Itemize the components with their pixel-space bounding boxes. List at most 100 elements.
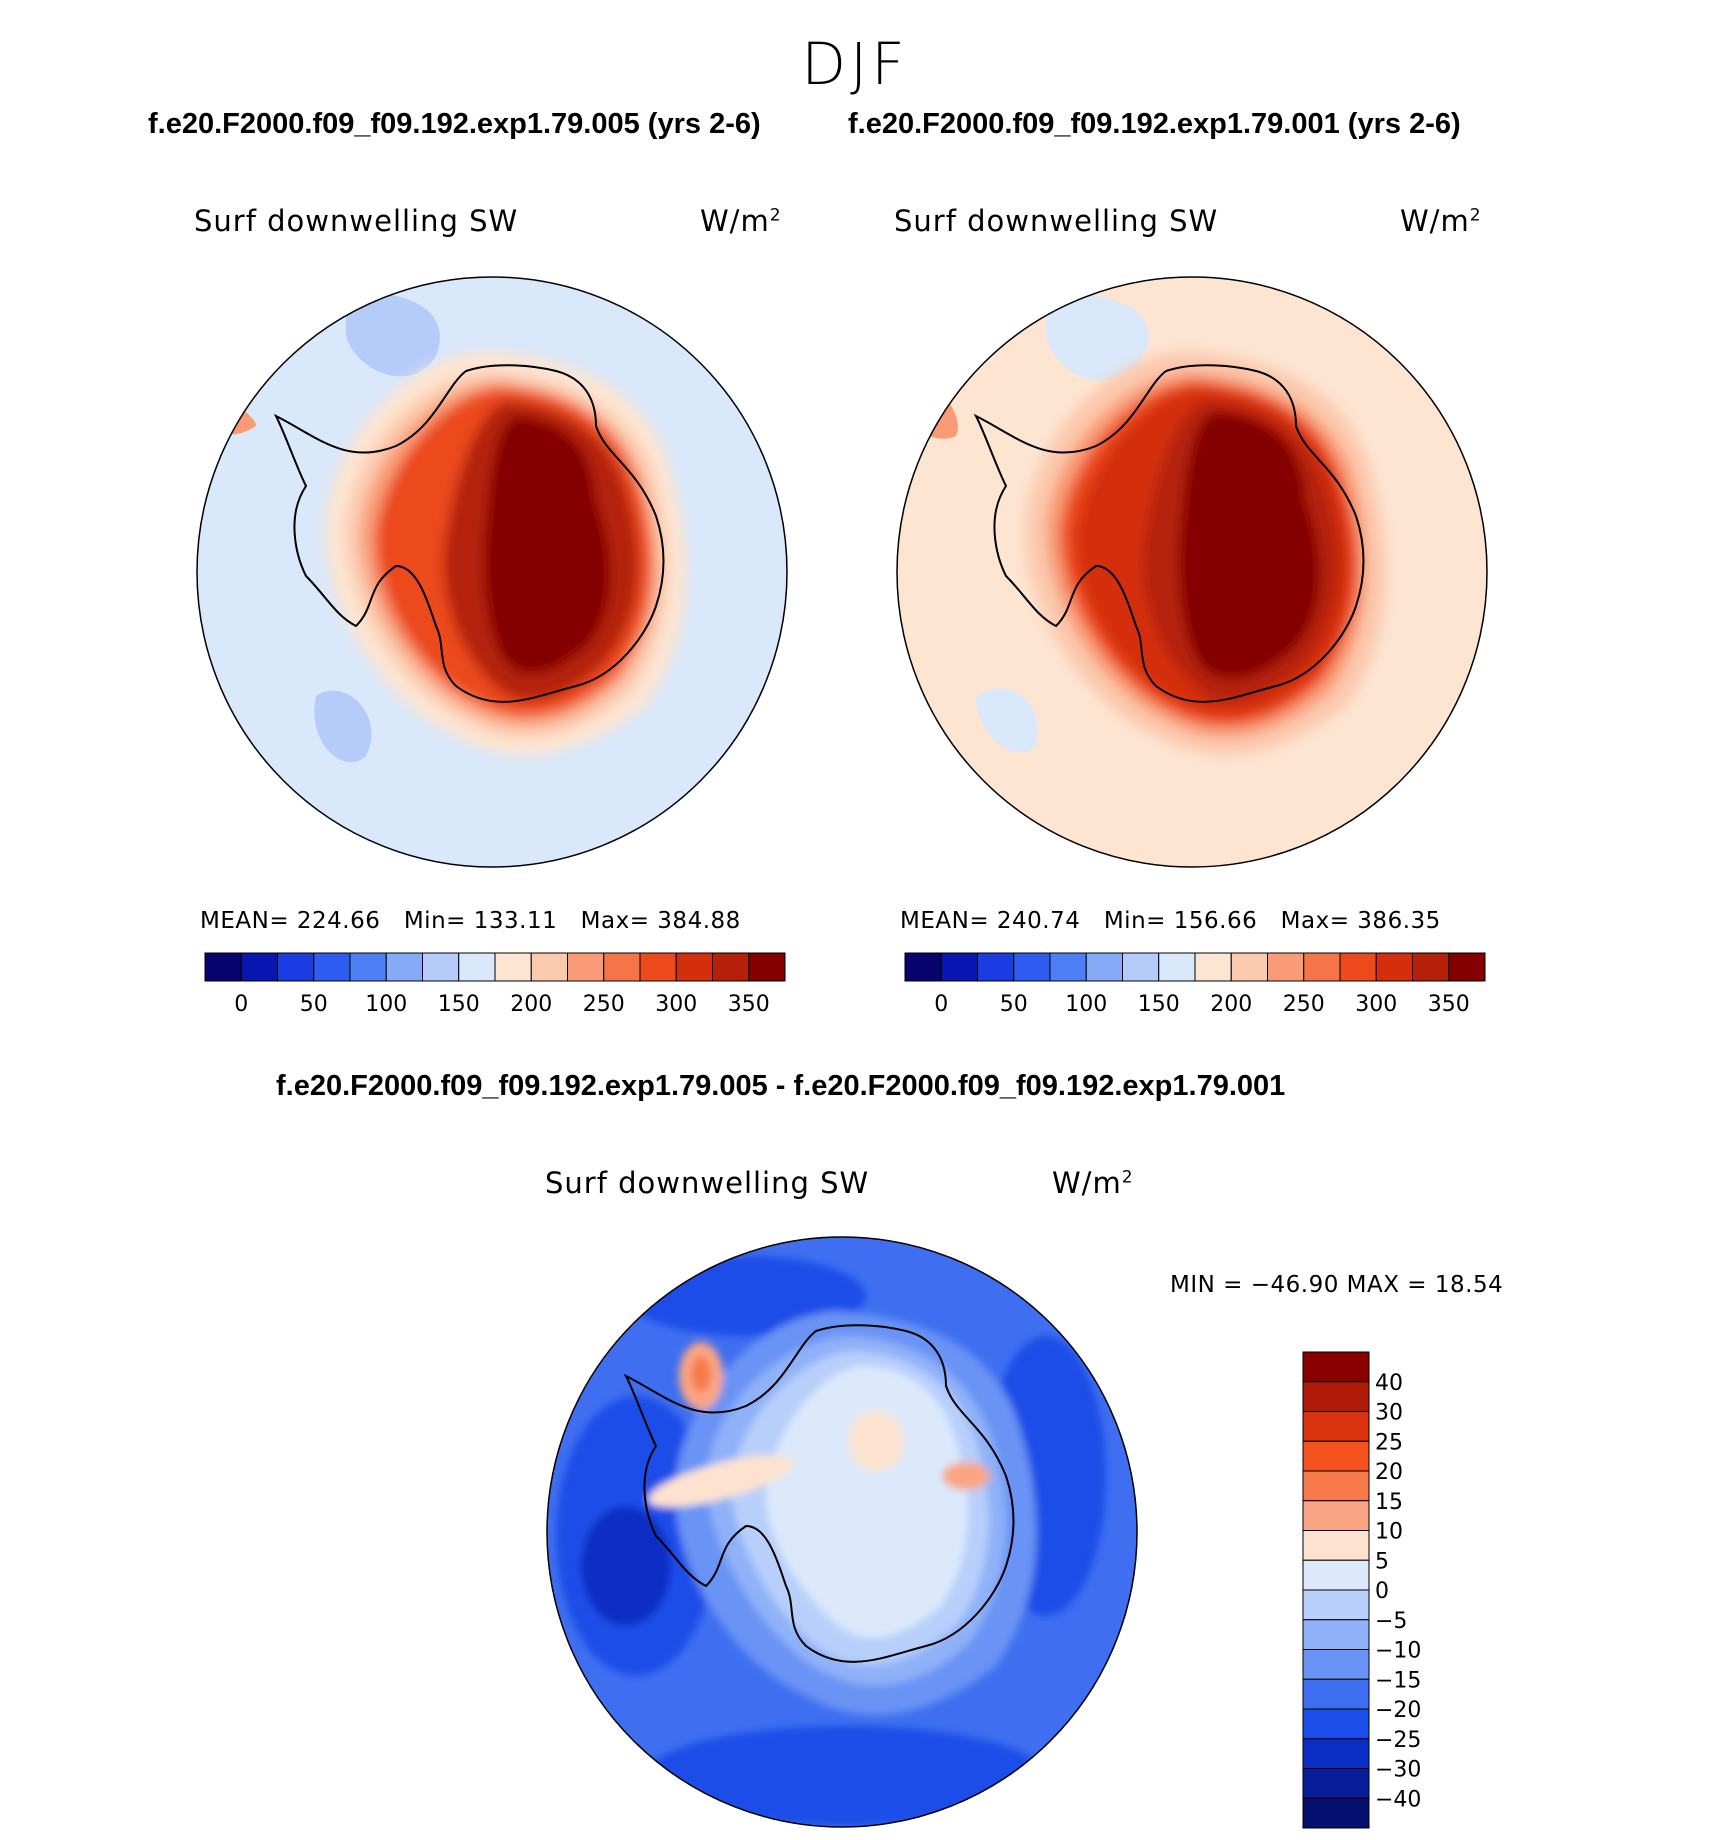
coastal-high-west bbox=[197, 376, 256, 435]
colorbar-swatch bbox=[385, 952, 423, 982]
neg-region-south bbox=[646, 1726, 1046, 1826]
low-region-southwest bbox=[314, 690, 372, 763]
low-region-southwest bbox=[976, 688, 1038, 753]
colorbar-swatch bbox=[1302, 1381, 1370, 1412]
colorbar-swatch bbox=[567, 952, 605, 982]
colorbar-swatch bbox=[1302, 1708, 1370, 1740]
colorbar-tick-label: 250 bbox=[1283, 992, 1325, 1017]
pos-region-center bbox=[648, 1454, 794, 1508]
colorbar-swatch bbox=[1302, 1530, 1370, 1561]
coastal-high-west bbox=[897, 356, 958, 439]
colorbar-tick-label: 40 bbox=[1375, 1371, 1403, 1396]
diff-map bbox=[546, 1236, 1138, 1828]
diff-variable-title: Surf downwelling SW bbox=[545, 1166, 870, 1200]
neg-region-west-core bbox=[581, 1506, 671, 1626]
panel2-min: 156.66 bbox=[1173, 908, 1258, 934]
colorbar-swatch bbox=[712, 952, 750, 982]
colorbar-tick-label: 250 bbox=[583, 992, 625, 1017]
colorbar-swatch bbox=[1194, 952, 1232, 982]
colorbar-swatch bbox=[748, 952, 786, 982]
panel2-map bbox=[896, 276, 1488, 868]
colorbar-tick-label: 10 bbox=[1375, 1520, 1403, 1545]
colorbar-tick-label: 200 bbox=[1210, 992, 1252, 1017]
colorbar-swatch bbox=[1085, 952, 1123, 982]
colorbar-swatch bbox=[603, 952, 641, 982]
colorbar-tick-label: −10 bbox=[1375, 1639, 1421, 1664]
colorbar-swatch bbox=[1412, 952, 1450, 982]
colorbar-tick-label: 200 bbox=[510, 992, 552, 1017]
colorbar-swatch bbox=[1302, 1678, 1370, 1710]
colorbar-swatch bbox=[1049, 952, 1087, 982]
contour-0 bbox=[766, 1366, 968, 1638]
season-title: DJF bbox=[801, 30, 909, 98]
diff-minmax: MIN = −46.90 MAX = 18.54 bbox=[1170, 1272, 1504, 1298]
panel1-min: 133.11 bbox=[473, 908, 558, 934]
panel1-units: W/m2 bbox=[700, 204, 782, 238]
colorbar-swatch bbox=[1339, 952, 1377, 982]
panel1-variable-title: Surf downwelling SW bbox=[194, 204, 519, 238]
colorbar-tick-label: 25 bbox=[1375, 1430, 1403, 1455]
colorbar-swatch bbox=[1302, 1768, 1370, 1799]
colorbar-tick-label: 0 bbox=[1375, 1579, 1389, 1604]
colorbar-swatch bbox=[1302, 1559, 1370, 1591]
colorbar-swatch bbox=[1375, 952, 1413, 982]
diff-colorbar: 40 30 25 20 15 10 5 0 −5 −10 −15 −20 −25 −30 −40 bbox=[1302, 1351, 1421, 1829]
low-region-north bbox=[1046, 294, 1149, 381]
colorbar-tick-label: −5 bbox=[1375, 1609, 1407, 1634]
diff-units: W/m2 bbox=[1052, 1166, 1134, 1200]
antarctica-coastline bbox=[623, 1324, 1015, 1663]
colorbar-tick-label: 100 bbox=[365, 992, 407, 1017]
colorbar-swatch bbox=[1302, 1649, 1370, 1680]
colorbar-swatch bbox=[204, 952, 242, 982]
colorbar-swatch bbox=[313, 952, 351, 982]
colorbar-tick-label: 30 bbox=[1375, 1401, 1403, 1426]
colorbar-tick-label: 150 bbox=[438, 992, 480, 1017]
colorbar-swatch bbox=[904, 952, 942, 982]
colorbar-swatch bbox=[349, 952, 387, 982]
colorbar-tick-label: 50 bbox=[300, 992, 328, 1017]
colorbar-swatch bbox=[675, 952, 713, 982]
panel2-mean: 240.74 bbox=[996, 908, 1081, 934]
colorbar-swatch bbox=[1013, 952, 1051, 982]
colorbar-tick-label: 300 bbox=[1355, 992, 1397, 1017]
panel2-stats: MEAN= 240.74 Min= 156.66 Max= 386.35 bbox=[900, 908, 1441, 934]
colorbar-swatch bbox=[1302, 1351, 1370, 1383]
panel1-max: 384.88 bbox=[657, 908, 741, 934]
contour-350 bbox=[484, 416, 611, 674]
pos-region-peninsula-core bbox=[691, 1356, 711, 1392]
colorbar-tick-label: −40 bbox=[1375, 1787, 1421, 1812]
panel1-map bbox=[196, 276, 788, 868]
panel1-mean: 224.66 bbox=[296, 908, 381, 934]
colorbar-swatch bbox=[1267, 952, 1305, 982]
diff-title: f.e20.F2000.f09_f09.192.exp1.79.005 - f.… bbox=[276, 1070, 1286, 1102]
colorbar-swatch bbox=[458, 952, 496, 982]
panel1-colorbar: 0 50 100 150 200 250 300 350 bbox=[204, 952, 786, 1017]
colorbar-swatch bbox=[1302, 1470, 1370, 1502]
colorbar-swatch bbox=[940, 952, 978, 982]
panel2-max: 386.35 bbox=[1357, 908, 1441, 934]
panel1-stats: MEAN= 224.66 Min= 133.11 Max= 384.88 bbox=[200, 908, 741, 934]
colorbar-swatch bbox=[1302, 1440, 1370, 1472]
colorbar-swatch bbox=[1448, 952, 1486, 982]
colorbar-swatch bbox=[977, 952, 1015, 982]
colorbar-swatch bbox=[1303, 952, 1341, 982]
colorbar-swatch bbox=[1158, 952, 1196, 982]
colorbar-tick-label: −30 bbox=[1375, 1758, 1421, 1783]
map-boundary bbox=[896, 276, 1488, 868]
colorbar-tick-label: 50 bbox=[1000, 992, 1028, 1017]
panel2-colorbar: 0 50 100 150 200 250 300 350 bbox=[904, 952, 1486, 1017]
antarctica-coastline bbox=[973, 364, 1365, 703]
pos-region-east-coast bbox=[942, 1462, 990, 1490]
colorbar-swatch bbox=[1302, 1589, 1370, 1621]
colorbar-swatch bbox=[1302, 1797, 1370, 1829]
colorbar-swatch bbox=[1302, 1500, 1370, 1531]
case-title-left: f.e20.F2000.f09_f09.192.exp1.79.005 (yrs… bbox=[148, 108, 761, 140]
colorbar-tick-label: 350 bbox=[1428, 992, 1470, 1017]
colorbar-swatch bbox=[1122, 952, 1160, 982]
colorbar-swatch bbox=[639, 952, 677, 982]
colorbar-tick-label: −25 bbox=[1375, 1728, 1421, 1753]
colorbar-tick-label: 100 bbox=[1065, 992, 1107, 1017]
colorbar-swatch bbox=[530, 952, 568, 982]
map-boundary bbox=[546, 1236, 1138, 1828]
colorbar-tick-label: 5 bbox=[1375, 1549, 1389, 1574]
